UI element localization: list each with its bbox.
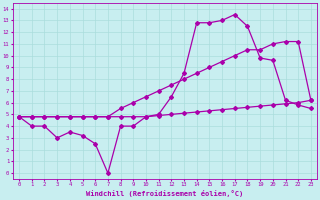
X-axis label: Windchill (Refroidissement éolien,°C): Windchill (Refroidissement éolien,°C) (86, 190, 244, 197)
